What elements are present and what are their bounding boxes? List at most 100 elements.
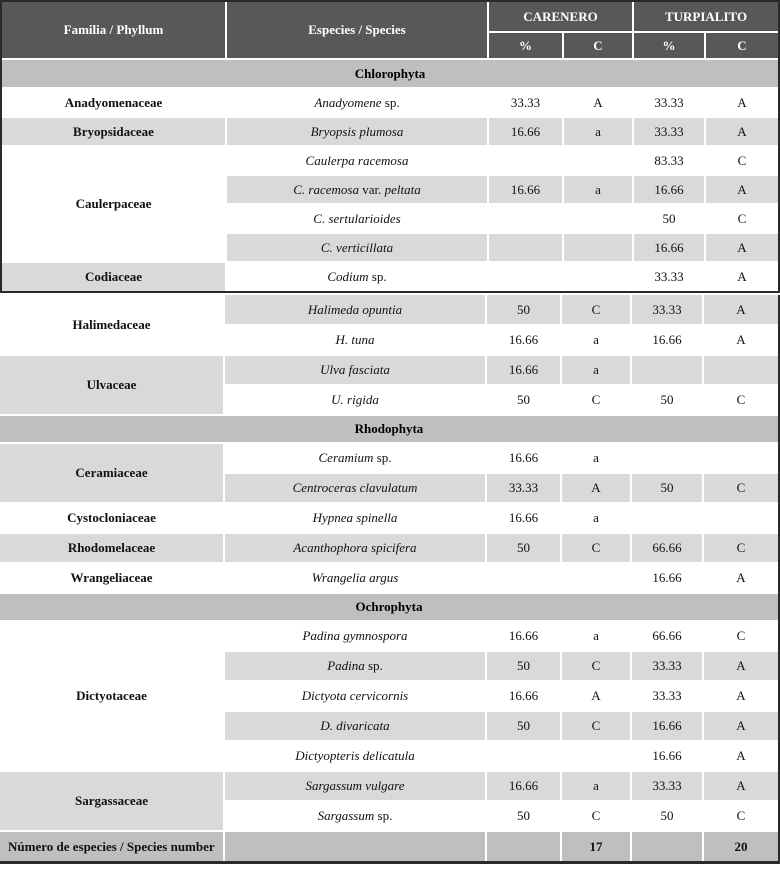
species-cell: Padina gymnospora <box>224 621 487 652</box>
species-cell: Bryopsis plumosa <box>226 117 489 147</box>
carenero-coverage-cell: C <box>561 711 632 742</box>
turpialito-coverage-cell: A <box>703 651 778 682</box>
turpialito-coverage-cell: A <box>703 771 778 802</box>
species-cell: Dictyota cervicornis <box>224 681 487 712</box>
species-cell: C. racemosa var. peltata <box>226 175 489 205</box>
carenero-percent-cell: 16.66 <box>486 503 562 534</box>
species-row: Padina sp. 50 C 33.33 A <box>0 651 778 682</box>
species-row: Sargassum sp. 50 C 50 C <box>0 801 778 832</box>
species-row: U. rigida 50 C 50 C <box>0 385 778 416</box>
species-cell: Anadyomene sp. <box>226 88 489 118</box>
family-cell: Anadyomenaceae <box>2 88 227 118</box>
phylum-band: Ochrophyta <box>0 593 778 622</box>
carenero-percent-cell: 16.66 <box>486 355 562 386</box>
carenero-percent-cell <box>488 262 564 291</box>
carenero-percent-cell: 50 <box>486 533 562 564</box>
header-site-carenero: CARENERO <box>488 2 634 33</box>
carenero-coverage-cell: A <box>563 88 634 118</box>
family-cell: Halimedaceae <box>0 295 225 356</box>
header-coverage-turpialito: C <box>705 32 778 60</box>
species-name-italic: C. verticillata <box>320 239 394 255</box>
turpialito-coverage-cell <box>703 443 778 474</box>
carenero-species-count: 17 <box>561 831 632 861</box>
table-header: Familia / Phyllum Especies / Species CAR… <box>2 2 778 60</box>
species-name-italic: Hypnea spinella <box>312 510 398 525</box>
turpialito-percent-cell: 83.33 <box>633 146 706 176</box>
turpialito-coverage-cell: A <box>705 233 778 263</box>
turpialito-percent-cell: 66.66 <box>631 533 704 564</box>
table-part-2: Halimedaceae Halimeda opuntia 50 C 33.33 A H. … <box>0 295 780 864</box>
species-name-roman: sp. <box>368 269 387 284</box>
carenero-coverage-cell <box>561 563 632 594</box>
family-cell: Sargassaceae <box>0 771 225 832</box>
turpialito-coverage-cell: C <box>705 204 778 234</box>
species-table-page1: Familia / Phyllum Especies / Species CAR… <box>2 2 778 291</box>
species-row: H. tuna 16.66 a 16.66 A <box>0 325 778 356</box>
family-cell: Wrangeliaceae <box>0 563 225 594</box>
carenero-percent-cell: 16.66 <box>486 443 562 474</box>
carenero-coverage-cell: a <box>561 325 632 356</box>
species-name-roman: sp. <box>374 808 393 823</box>
carenero-percent-cell <box>486 741 562 772</box>
carenero-coverage-cell <box>561 741 632 772</box>
turpialito-percent-cell: 16.66 <box>631 563 704 594</box>
carenero-coverage-cell <box>563 233 634 263</box>
species-name-italic: Ulva fasciata <box>320 362 390 377</box>
turpialito-coverage-cell: A <box>703 563 778 594</box>
species-row: Anadyomenaceae Anadyomene sp. 33.33 A 33.33 A <box>2 88 778 118</box>
family-cell: Ulvaceae <box>0 355 225 416</box>
carenero-coverage-cell: a <box>561 443 632 474</box>
turpialito-percent-cell: 33.33 <box>633 262 706 291</box>
turpialito-percent-cell: 16.66 <box>631 741 704 772</box>
carenero-percent-cell: 50 <box>486 711 562 742</box>
family-cell: Bryopsidaceae <box>2 117 227 147</box>
species-row: Ulvaceae Ulva fasciata 16.66 a <box>0 355 778 416</box>
species-name-roman: sp. <box>381 94 400 110</box>
species-row: Codiaceae Codium sp. 33.33 A <box>2 262 778 291</box>
species-cell: Sargassum vulgare <box>224 771 487 802</box>
carenero-coverage-cell: C <box>561 801 632 832</box>
species-name-italic: D. divaricata <box>320 718 390 733</box>
species-cell: Sargassum sp. <box>224 801 487 832</box>
turpialito-percent-cell <box>631 355 704 386</box>
species-row: Wrangeliaceae Wrangelia argus 16.66 A <box>0 563 778 594</box>
turpialito-percent-cell: 33.33 <box>631 771 704 802</box>
turpialito-percent-cell: 16.66 <box>633 233 706 263</box>
species-name-italic: Codium <box>327 269 369 284</box>
carenero-coverage-cell: a <box>561 771 632 802</box>
species-name-italic: Padina <box>327 658 365 673</box>
turpialito-percent-cell: 33.33 <box>633 117 706 147</box>
turpialito-percent-cell: 16.66 <box>633 175 706 205</box>
turpialito-coverage-cell: C <box>705 146 778 176</box>
turpialito-coverage-cell: C <box>703 385 778 416</box>
carenero-coverage-cell: a <box>561 621 632 652</box>
species-name-roman: sp. <box>364 658 383 673</box>
species-cell: C. verticillata <box>226 233 489 263</box>
species-cell: D. divaricata <box>224 711 487 742</box>
turpialito-coverage-cell: C <box>703 621 778 652</box>
phylum-band-row: Ochrophyta <box>0 593 778 622</box>
carenero-coverage-cell: A <box>561 473 632 504</box>
species-name-italic: Sargassum <box>317 808 375 823</box>
carenero-coverage-cell: C <box>561 385 632 416</box>
carenero-coverage-cell: C <box>561 295 632 326</box>
footer-row: Número de especies / Species number 17 20 <box>0 831 778 861</box>
turpialito-coverage-cell <box>703 355 778 386</box>
species-row: Halimedaceae Halimeda opuntia 50 C 33.33 A <box>0 295 778 356</box>
carenero-percent-cell: 50 <box>486 385 562 416</box>
species-name-italic: C. racemosa <box>293 181 359 197</box>
species-row: Centroceras clavulatum 33.33 A 50 C <box>0 473 778 504</box>
species-row: Dictyotaceae Padina gymnospora 16.66 a 66.66… <box>0 621 778 772</box>
carenero-coverage-cell: A <box>561 681 632 712</box>
carenero-percent-cell <box>488 204 564 234</box>
species-name-italic: U. rigida <box>331 392 379 407</box>
header-percent-turpialito: % <box>633 32 706 60</box>
species-name-italic: Wrangelia argus <box>311 570 399 585</box>
species-cell: Halimeda opuntia <box>224 295 487 326</box>
turpialito-coverage-cell: A <box>703 741 778 772</box>
carenero-percent-cell: 33.33 <box>486 473 562 504</box>
species-name-italic: Dictyota cervicornis <box>301 688 409 703</box>
turpialito-percent-cell: 66.66 <box>631 621 704 652</box>
species-cell: Wrangelia argus <box>224 563 487 594</box>
turpialito-percent-cell: 33.33 <box>631 681 704 712</box>
